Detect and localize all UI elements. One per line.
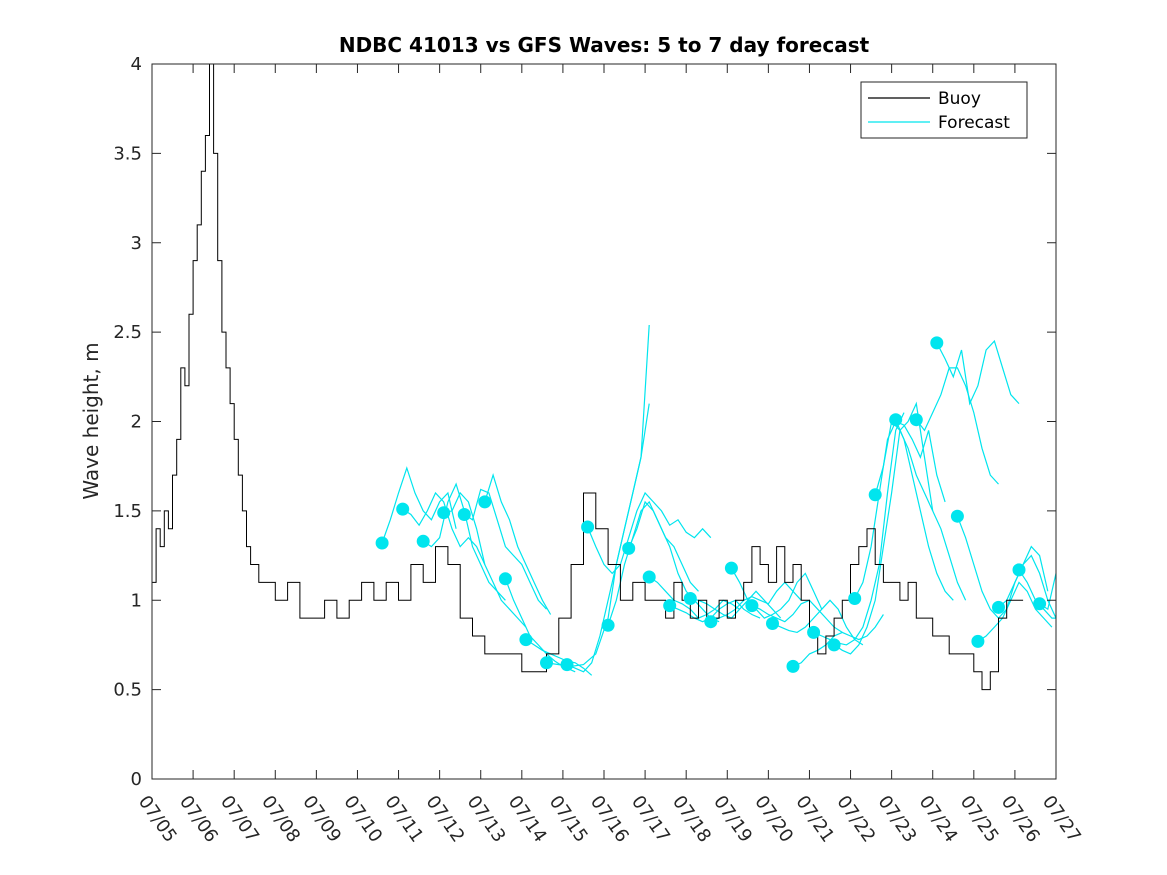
forecast-marker-1 bbox=[396, 502, 410, 516]
y-tick-label-8: 4 bbox=[131, 54, 142, 75]
forecast-run-line-20 bbox=[792, 614, 884, 667]
forecast-run-line-0 bbox=[381, 466, 457, 544]
forecast-marker-23 bbox=[848, 592, 862, 605]
forecast-marker-31 bbox=[1012, 563, 1026, 577]
y-tick-label-1: 0.5 bbox=[113, 680, 142, 701]
forecast-run-line-26 bbox=[915, 367, 999, 485]
forecast-marker-21 bbox=[807, 625, 821, 639]
forecast-marker-16 bbox=[704, 615, 718, 629]
forecast-marker-24 bbox=[868, 488, 882, 502]
buoy-series-line bbox=[152, 63, 1024, 691]
forecast-run-line-3 bbox=[443, 491, 527, 628]
forecast-run-line-9 bbox=[566, 324, 650, 673]
forecast-run-line-7 bbox=[525, 639, 593, 676]
forecast-marker-12 bbox=[622, 541, 636, 555]
forecast-run-line-19 bbox=[772, 599, 864, 646]
legend: Buoy Forecast bbox=[860, 81, 1028, 139]
forecast-run-line-14 bbox=[669, 599, 761, 623]
forecast-marker-10 bbox=[581, 520, 595, 534]
forecast-marker-13 bbox=[642, 570, 656, 584]
legend-box bbox=[860, 81, 1028, 139]
forecast-run-line-12 bbox=[628, 500, 720, 623]
legend-label-forecast: Forecast bbox=[938, 113, 1010, 133]
forecast-run-line-21 bbox=[813, 412, 905, 646]
forecast-run-line-29 bbox=[977, 581, 1053, 642]
forecast-marker-0 bbox=[375, 536, 389, 550]
forecast-marker-3 bbox=[437, 506, 451, 520]
forecast-marker-22 bbox=[827, 638, 841, 652]
forecast-marker-2 bbox=[416, 534, 430, 548]
forecast-marker-27 bbox=[930, 336, 944, 350]
forecast-marker-19 bbox=[766, 617, 779, 630]
forecast-marker-8 bbox=[540, 656, 553, 670]
forecast-run-line-30 bbox=[998, 554, 1057, 619]
forecast-marker-20 bbox=[786, 659, 800, 673]
forecast-marker-15 bbox=[683, 592, 697, 605]
forecast-run-line-25 bbox=[895, 419, 954, 601]
y-tick-label-0: 0 bbox=[131, 769, 142, 790]
forecast-marker-32 bbox=[1033, 597, 1047, 611]
forecast-run-line-16 bbox=[710, 581, 802, 623]
forecast-marker-25 bbox=[889, 413, 903, 427]
forecast-run-line-10 bbox=[587, 491, 712, 575]
forecast-marker-9 bbox=[560, 658, 574, 672]
forecast-marker-4 bbox=[457, 508, 471, 521]
forecast-marker-28 bbox=[950, 509, 964, 523]
forecast-run-line-18 bbox=[751, 599, 843, 633]
chart-title: NDBC 41013 vs GFS Waves: 5 to 7 day fore… bbox=[339, 33, 870, 57]
forecast-marker-26 bbox=[909, 413, 923, 427]
y-tick-label-7: 3.5 bbox=[113, 143, 142, 164]
forecast-run-line-28 bbox=[956, 515, 1049, 619]
forecast-run-line-17 bbox=[730, 567, 823, 619]
forecast-marker-29 bbox=[971, 634, 985, 648]
y-tick-label-2: 1 bbox=[131, 590, 142, 611]
forecast-marker-7 bbox=[519, 633, 533, 647]
y-tick-label-3: 1.5 bbox=[113, 501, 142, 522]
forecast-marker-6 bbox=[498, 572, 512, 586]
legend-label-buoy: Buoy bbox=[938, 89, 981, 109]
forecast-run-line-24 bbox=[874, 420, 967, 601]
y-tick-label-5: 2.5 bbox=[113, 322, 142, 343]
forecast-marker-14 bbox=[663, 599, 677, 613]
forecast-marker-30 bbox=[992, 600, 1005, 614]
y-tick-label-4: 2 bbox=[131, 412, 142, 433]
forecast-run-line-4 bbox=[463, 488, 547, 610]
forecast-run-line-13 bbox=[648, 576, 740, 619]
forecast-marker-5 bbox=[478, 495, 492, 509]
forecast-marker-17 bbox=[724, 561, 738, 575]
y-tick-label-6: 3 bbox=[131, 233, 142, 254]
forecast-run-line-5 bbox=[484, 473, 552, 615]
plot-area bbox=[152, 63, 1057, 691]
forecast-run-line-27 bbox=[936, 339, 1020, 406]
forecast-run-line-22 bbox=[833, 401, 934, 655]
y-axis-label: Wave height, m bbox=[79, 342, 103, 499]
forecast-marker-11 bbox=[601, 618, 615, 632]
forecast-marker-18 bbox=[745, 599, 759, 613]
